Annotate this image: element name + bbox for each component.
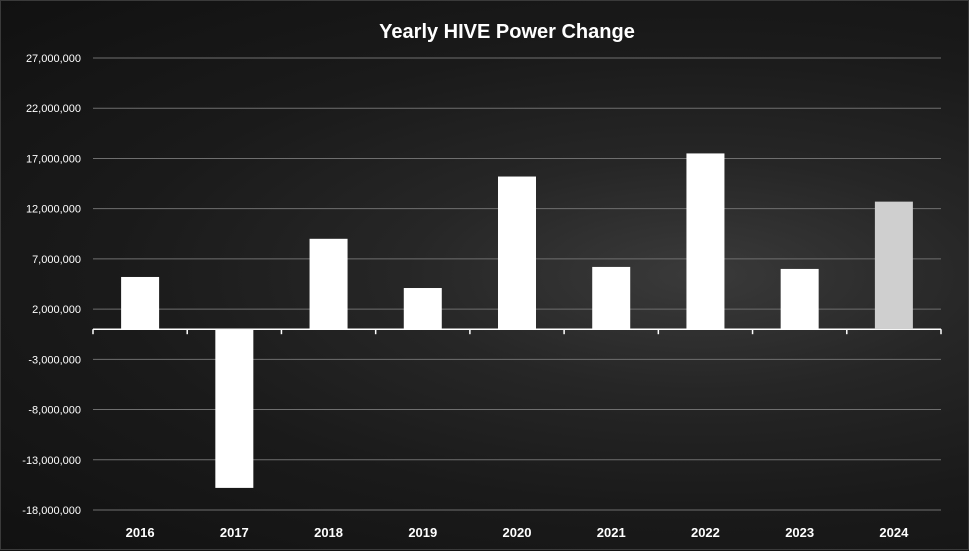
x-tick-label: 2017 [220, 525, 249, 540]
x-tick-label: 2016 [126, 525, 155, 540]
y-tick-label: 27,000,000 [26, 53, 81, 65]
x-tick-label: 2022 [691, 525, 720, 540]
y-tick-label: 12,000,000 [26, 204, 81, 216]
x-tick-label: 2018 [314, 525, 343, 540]
y-tick-label: 7,000,000 [32, 254, 81, 266]
x-tick-label: 2021 [597, 525, 626, 540]
y-tick-label: 22,000,000 [26, 103, 81, 115]
x-tick-label: 2019 [408, 525, 437, 540]
bar-2016 [121, 276, 160, 330]
y-tick-label: -13,000,000 [22, 455, 81, 467]
y-axis-ticks: 27,000,000 22,000,000 17,000,000 12,000,000… [22, 53, 81, 517]
x-tick-label: 2023 [785, 525, 814, 540]
bar-2020 [498, 176, 536, 330]
bar-2017 [215, 329, 254, 488]
bar-2023 [780, 268, 819, 330]
x-tick-label: 2024 [879, 525, 909, 540]
y-tick-label: -3,000,000 [28, 354, 81, 366]
bar-2024 [874, 201, 913, 330]
bar-2018 [309, 238, 348, 330]
chart-title: Yearly HIVE Power Change [379, 21, 635, 43]
bar-2019 [403, 288, 442, 330]
x-axis-ticks: 2016 2017 2018 2019 2020 2021 2022 2023 2024 [126, 525, 909, 540]
y-tick-label: -8,000,000 [28, 405, 81, 417]
x-tick-label: 2020 [503, 525, 532, 540]
bar-2022 [686, 153, 725, 330]
y-tick-label: 17,000,000 [26, 153, 81, 165]
y-tick-label: 2,000,000 [32, 304, 81, 316]
bar-2021 [592, 266, 631, 330]
y-tick-label: -18,000,000 [22, 505, 81, 517]
bars [121, 153, 913, 488]
